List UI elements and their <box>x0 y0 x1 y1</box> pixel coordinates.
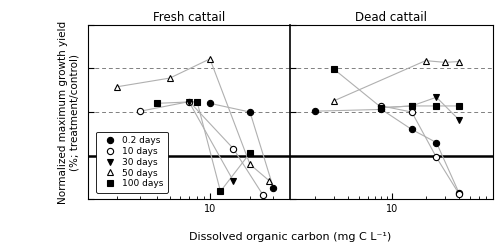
Y-axis label: Normalized maximum growth yield
(%; treatment/control): Normalized maximum growth yield (%; trea… <box>58 20 80 204</box>
Text: Dissolved organic carbon (mg C L⁻¹): Dissolved organic carbon (mg C L⁻¹) <box>189 232 391 242</box>
Legend: 0.2 days, 10 days, 30 days, 50 days, 100 days: 0.2 days, 10 days, 30 days, 50 days, 100… <box>96 132 168 193</box>
Title: Dead cattail: Dead cattail <box>356 11 428 24</box>
Title: Fresh cattail: Fresh cattail <box>152 11 225 24</box>
